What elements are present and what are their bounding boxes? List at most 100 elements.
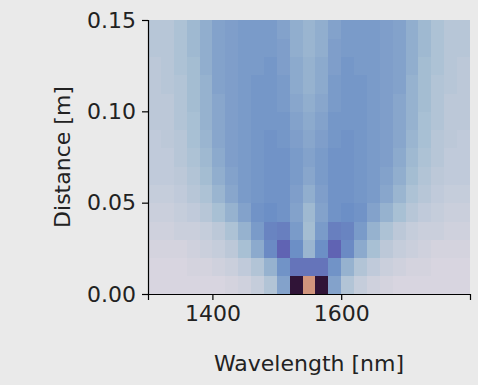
heatmap-cell (148, 276, 161, 294)
heatmap-cell (367, 75, 380, 94)
heatmap-cell (200, 276, 213, 294)
heatmap-cell (225, 20, 238, 39)
heatmap-cell (380, 130, 393, 149)
heatmap-cell (457, 148, 470, 167)
heatmap-cell (264, 221, 277, 240)
heatmap-cell (418, 148, 431, 167)
heatmap-cell (457, 20, 470, 39)
heatmap-cell (457, 93, 470, 112)
heatmap-cell (303, 75, 316, 94)
heatmap-cell (303, 166, 316, 185)
heatmap-cell (444, 148, 457, 167)
y-tick-mark (142, 203, 148, 204)
heatmap-cell (418, 38, 431, 57)
heatmap-cell (418, 257, 431, 276)
heatmap-cell (418, 93, 431, 112)
heatmap-cell (418, 184, 431, 203)
heatmap-cell (341, 148, 354, 167)
heatmap-cell (393, 148, 406, 167)
heatmap-cell (161, 239, 174, 258)
heatmap-cell (200, 111, 213, 130)
heatmap-cell (393, 20, 406, 39)
heatmap-cell (393, 57, 406, 76)
heatmap-cell (444, 38, 457, 57)
heatmap-cell (174, 38, 187, 57)
heatmap-cell (431, 184, 444, 203)
heatmap-cell (315, 111, 328, 130)
heatmap-cell (457, 38, 470, 57)
heatmap-cell (264, 20, 277, 39)
x-axis-title: Wavelength [nm] (214, 351, 404, 376)
y-tick-label: 0.10 (87, 99, 136, 124)
heatmap-cell (187, 148, 200, 167)
heatmap-cell (277, 93, 290, 112)
heatmap-cell (431, 130, 444, 149)
heatmap-cell (315, 148, 328, 167)
heatmap-cell (148, 20, 161, 39)
y-tick-label: 0.00 (87, 282, 136, 307)
heatmap-cell (418, 57, 431, 76)
heatmap-cell (303, 184, 316, 203)
x-tick: 1600 (314, 294, 370, 326)
heatmap-cell (290, 148, 303, 167)
heatmap-cell (315, 75, 328, 94)
heatmap-cell (354, 203, 367, 222)
heatmap-cell (303, 203, 316, 222)
heatmap-cell (393, 184, 406, 203)
heatmap-cell (380, 257, 393, 276)
heatmap-cell (238, 203, 251, 222)
heatmap-cell (406, 38, 419, 57)
heatmap-cell (444, 184, 457, 203)
heatmap-cell (328, 184, 341, 203)
heatmap-cell (431, 38, 444, 57)
heatmap-cell (251, 239, 264, 258)
heatmap-cell (341, 111, 354, 130)
heatmap-cell (251, 257, 264, 276)
heatmap-cell (393, 93, 406, 112)
heatmap-cell (161, 257, 174, 276)
heatmap-cell (328, 111, 341, 130)
heatmap-cell (367, 276, 380, 294)
y-tick: 0.00 (87, 282, 148, 307)
heatmap-cell (341, 38, 354, 57)
heatmap-cell (148, 148, 161, 167)
heatmap-cell (315, 203, 328, 222)
heatmap-cell (328, 38, 341, 57)
heatmap-cell (431, 75, 444, 94)
heatmap-cell (174, 57, 187, 76)
heatmap-cell (406, 166, 419, 185)
y-axis: 0.000.050.100.15 (87, 8, 148, 307)
heatmap-cell (187, 57, 200, 76)
heatmap-cell (161, 184, 174, 203)
heatmap-cell (290, 75, 303, 94)
heatmap-cell (212, 184, 225, 203)
heatmap-cell (251, 75, 264, 94)
heatmap-cell (444, 166, 457, 185)
heatmap-cell (341, 257, 354, 276)
heatmap-cell (406, 221, 419, 240)
heatmap-cell (457, 57, 470, 76)
heatmap-cell (187, 221, 200, 240)
heatmap-cell (174, 257, 187, 276)
heatmap-cell (277, 184, 290, 203)
heatmap-cell (328, 239, 341, 258)
heatmap-cell (225, 166, 238, 185)
heatmap-cell (354, 93, 367, 112)
heatmap-cell (380, 221, 393, 240)
heatmap-cell (431, 111, 444, 130)
x-axis: 14001600 (149, 294, 471, 326)
heatmap-cell (406, 184, 419, 203)
heatmap-cell (380, 148, 393, 167)
heatmap-cell (406, 239, 419, 258)
heatmap-cell (264, 38, 277, 57)
heatmap-cell (406, 203, 419, 222)
y-tick: 0.15 (87, 8, 148, 33)
heatmap-cell (200, 57, 213, 76)
heatmap-cell (341, 130, 354, 149)
heatmap-cell (277, 38, 290, 57)
heatmap-cell (277, 166, 290, 185)
heatmap-cell (290, 257, 303, 276)
heatmap-cell (315, 184, 328, 203)
heatmap-cell (174, 111, 187, 130)
y-tick: 0.10 (87, 99, 148, 124)
